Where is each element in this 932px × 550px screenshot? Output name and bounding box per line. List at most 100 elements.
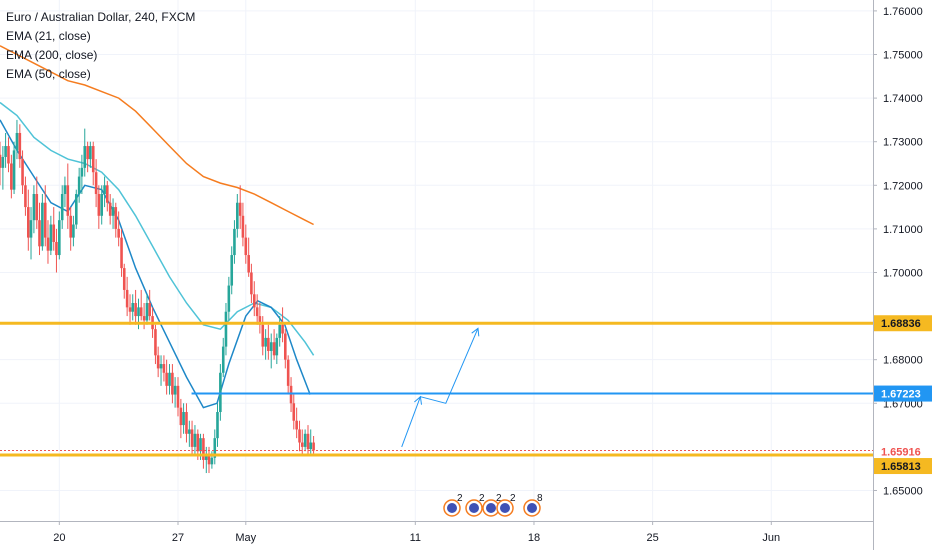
candle bbox=[295, 407, 298, 439]
candle bbox=[100, 185, 104, 225]
y-tick-label: 1.76000 bbox=[883, 6, 923, 18]
candle bbox=[83, 128, 87, 177]
candle-body bbox=[261, 324, 265, 347]
price-tag-label: 1.68836 bbox=[881, 318, 921, 330]
candle-body bbox=[41, 202, 44, 247]
candle-body bbox=[103, 185, 106, 195]
symbol-title[interactable]: Euro / Australian Dollar, 240, FXCM bbox=[6, 10, 196, 24]
candle bbox=[80, 154, 84, 195]
candle-body bbox=[154, 329, 157, 356]
event-flag-icon-inner bbox=[447, 503, 457, 513]
candle-body bbox=[298, 429, 301, 443]
event-count: 8 bbox=[537, 493, 543, 504]
candle-body bbox=[202, 438, 205, 460]
candle bbox=[281, 307, 284, 343]
candle-body bbox=[289, 385, 293, 404]
y-tick-label: 1.75000 bbox=[883, 49, 923, 61]
candle-body bbox=[111, 207, 115, 216]
event-marker: 2 bbox=[496, 493, 516, 517]
candle bbox=[204, 446, 208, 474]
candle bbox=[10, 154, 13, 199]
indicator-ema-200[interactable]: EMA (200, close) bbox=[6, 48, 98, 62]
candle bbox=[108, 194, 112, 225]
candle-body bbox=[179, 407, 183, 426]
projection-arrowhead-1 bbox=[414, 395, 422, 405]
candle-body bbox=[173, 385, 177, 395]
price-tag-label: 1.67223 bbox=[881, 389, 921, 401]
candle bbox=[52, 207, 56, 251]
candle bbox=[283, 329, 287, 369]
projection-arrow[interactable] bbox=[401, 327, 480, 448]
candle bbox=[148, 289, 151, 321]
price-tag-1.65916: 1.65916 bbox=[874, 443, 932, 460]
candle bbox=[188, 420, 191, 447]
candle bbox=[162, 355, 166, 382]
candle bbox=[300, 429, 304, 456]
candles[interactable] bbox=[0, 119, 315, 474]
candle bbox=[86, 141, 89, 173]
candle bbox=[233, 220, 236, 264]
candle bbox=[114, 202, 118, 238]
candle-body bbox=[80, 167, 84, 177]
candle-body bbox=[275, 337, 279, 356]
candle-body bbox=[77, 176, 81, 195]
candle bbox=[32, 185, 36, 234]
candle-body bbox=[94, 172, 98, 195]
candle bbox=[278, 316, 281, 347]
x-tick-label: May bbox=[235, 532, 256, 544]
y-tick-label: 1.68000 bbox=[883, 355, 923, 367]
candle bbox=[190, 420, 194, 456]
candle bbox=[182, 403, 185, 434]
x-tick-label: 20 bbox=[53, 532, 65, 544]
candle-body bbox=[171, 372, 174, 395]
candle bbox=[298, 420, 301, 452]
candle bbox=[74, 189, 78, 229]
candle-body bbox=[58, 220, 61, 256]
candle-body bbox=[55, 241, 58, 256]
ema-lines bbox=[0, 45, 315, 409]
candle-body bbox=[89, 146, 92, 160]
candle-body bbox=[227, 285, 231, 312]
event-count: 2 bbox=[496, 493, 502, 504]
price-axis[interactable]: 1.76000 1.75000 1.74000 1.73000 1.72000 1.710… bbox=[873, 0, 923, 550]
candle bbox=[267, 324, 270, 360]
candle bbox=[219, 364, 222, 421]
candle bbox=[165, 359, 168, 395]
candle bbox=[303, 429, 307, 452]
candle bbox=[159, 355, 163, 386]
time-axis[interactable]: 20 27 May 11 18 25 Jun bbox=[0, 521, 873, 544]
candle-body bbox=[49, 224, 53, 251]
candle-body bbox=[86, 146, 89, 160]
candle bbox=[275, 333, 279, 365]
candle-body bbox=[247, 255, 250, 273]
candle-body bbox=[142, 316, 146, 321]
candle-body bbox=[241, 215, 245, 238]
candle bbox=[156, 346, 160, 378]
candle-body bbox=[91, 146, 95, 173]
candle-body bbox=[281, 324, 284, 334]
candle bbox=[72, 215, 75, 247]
candle-body bbox=[216, 412, 219, 439]
horizontal-levels[interactable] bbox=[0, 321, 873, 457]
indicator-ema-50[interactable]: EMA (50, close) bbox=[6, 67, 91, 81]
candle-body bbox=[148, 303, 151, 317]
candle bbox=[216, 403, 219, 447]
candle bbox=[46, 220, 50, 264]
candle bbox=[29, 207, 33, 260]
candle-body bbox=[35, 194, 39, 221]
candle bbox=[142, 303, 146, 330]
event-flag-icon-inner bbox=[527, 503, 537, 513]
candle-body bbox=[190, 429, 194, 447]
candle bbox=[4, 132, 7, 168]
candle bbox=[97, 185, 101, 229]
candle-body bbox=[156, 355, 160, 369]
indicator-ema-21[interactable]: EMA (21, close) bbox=[6, 29, 91, 43]
candle bbox=[41, 194, 44, 251]
candle-body bbox=[100, 194, 104, 216]
candle bbox=[21, 150, 24, 195]
candle-body bbox=[204, 455, 208, 460]
candle bbox=[66, 163, 70, 229]
candle-body bbox=[199, 438, 202, 452]
